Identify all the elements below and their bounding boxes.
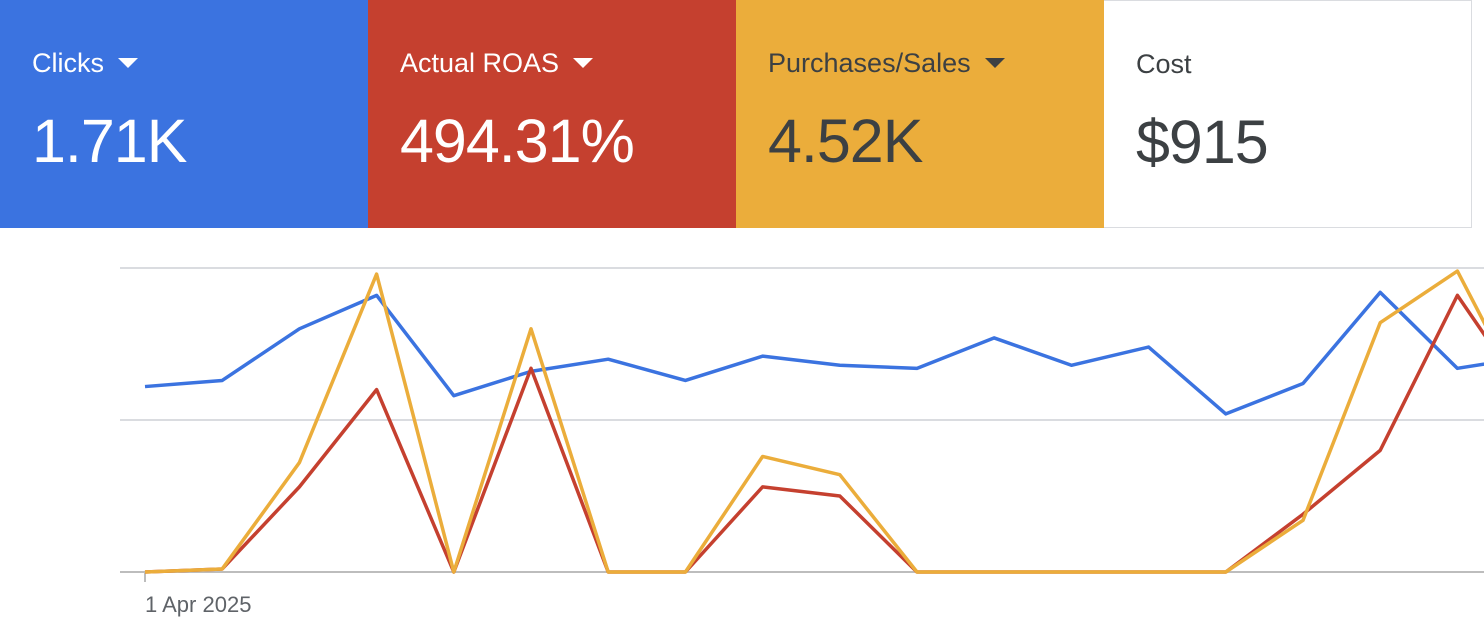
scorecard-label-text: Clicks: [32, 48, 104, 78]
scorecard-label-text: Purchases/Sales: [768, 48, 971, 78]
scorecard-label: Clicks: [32, 46, 138, 80]
scorecard-clicks[interactable]: Clicks 1.71K: [0, 0, 368, 228]
scorecard-label-text: Cost: [1136, 49, 1192, 79]
x-tick-label: 1 Apr 2025: [145, 592, 251, 617]
scorecard-row: Clicks 1.71K Actual ROAS 494.31% Purchas…: [0, 0, 1472, 228]
scorecard-value: 1.71K: [32, 107, 187, 175]
scorecard-value: $915: [1136, 108, 1269, 176]
scorecard-value: 4.52K: [768, 107, 923, 175]
scorecard-cost[interactable]: Cost $915: [1104, 0, 1472, 228]
scorecard-purchases-sales[interactable]: Purchases/Sales 4.52K: [736, 0, 1104, 228]
performance-line-chart: 1 Apr 2025: [120, 267, 1484, 617]
dropdown-caret-icon[interactable]: [984, 58, 1005, 68]
scorecard-value: 494.31%: [400, 107, 635, 175]
dropdown-caret-icon[interactable]: [118, 58, 138, 68]
scorecard-label: Purchases/Sales: [768, 46, 1005, 80]
dropdown-caret-icon[interactable]: [573, 58, 594, 68]
scorecard-label-text: Actual ROAS: [400, 48, 560, 78]
series-line-0: [144, 290, 1484, 416]
scorecard-label: Actual ROAS: [400, 46, 594, 80]
series-line-2: [144, 269, 1484, 574]
scorecard-actual-roas[interactable]: Actual ROAS 494.31%: [368, 0, 736, 228]
scorecard-label: Cost: [1136, 47, 1192, 81]
series-line-1: [144, 293, 1484, 574]
